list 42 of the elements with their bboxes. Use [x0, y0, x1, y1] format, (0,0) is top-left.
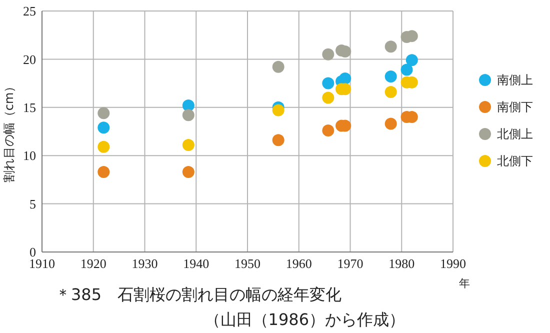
point — [322, 92, 334, 104]
y-tick-label: 15 — [23, 100, 36, 115]
point — [182, 166, 194, 178]
point — [384, 70, 397, 83]
x-axis-title: 年 — [459, 277, 470, 290]
x-tick-label: 1990 — [440, 256, 466, 271]
x-tick-label: 1940 — [183, 256, 210, 271]
x-tick-label: 1950 — [234, 256, 260, 271]
point — [272, 60, 284, 73]
point — [98, 122, 110, 134]
y-tick-label: 10 — [23, 148, 36, 164]
point — [384, 86, 397, 98]
point — [98, 107, 110, 120]
y-tick-label: 20 — [23, 52, 36, 67]
legend-label: 北側下 — [497, 154, 533, 168]
x-tick-label: 1980 — [388, 256, 415, 271]
y-axis-title: 割れ目の幅（cm） — [2, 80, 16, 183]
y-tick-label: 5 — [30, 196, 36, 212]
point — [272, 104, 284, 116]
point — [384, 118, 397, 130]
point — [339, 72, 352, 84]
point — [272, 134, 284, 146]
text: ＊385 石割桜の割れ目の幅の経年変化 — [55, 285, 342, 304]
point — [98, 166, 110, 178]
legend-label: 南側上 — [497, 73, 533, 88]
point — [182, 138, 194, 151]
x-tick-label: 1920 — [80, 256, 106, 271]
x-tick-label: 1970 — [337, 256, 364, 271]
point — [322, 48, 334, 60]
legend-label: 北側上 — [497, 127, 533, 142]
point — [400, 64, 413, 76]
point — [384, 40, 397, 53]
legend-label: 南側下 — [497, 100, 533, 114]
y-tick-label: 25 — [23, 4, 36, 19]
point — [322, 124, 334, 137]
point — [322, 77, 334, 90]
point — [182, 109, 194, 122]
x-tick-label: 1930 — [132, 256, 158, 271]
point — [98, 140, 110, 153]
point — [406, 54, 418, 66]
x-tick-label: 1960 — [286, 256, 312, 271]
text: （山田（1986）から作成） — [204, 310, 405, 329]
